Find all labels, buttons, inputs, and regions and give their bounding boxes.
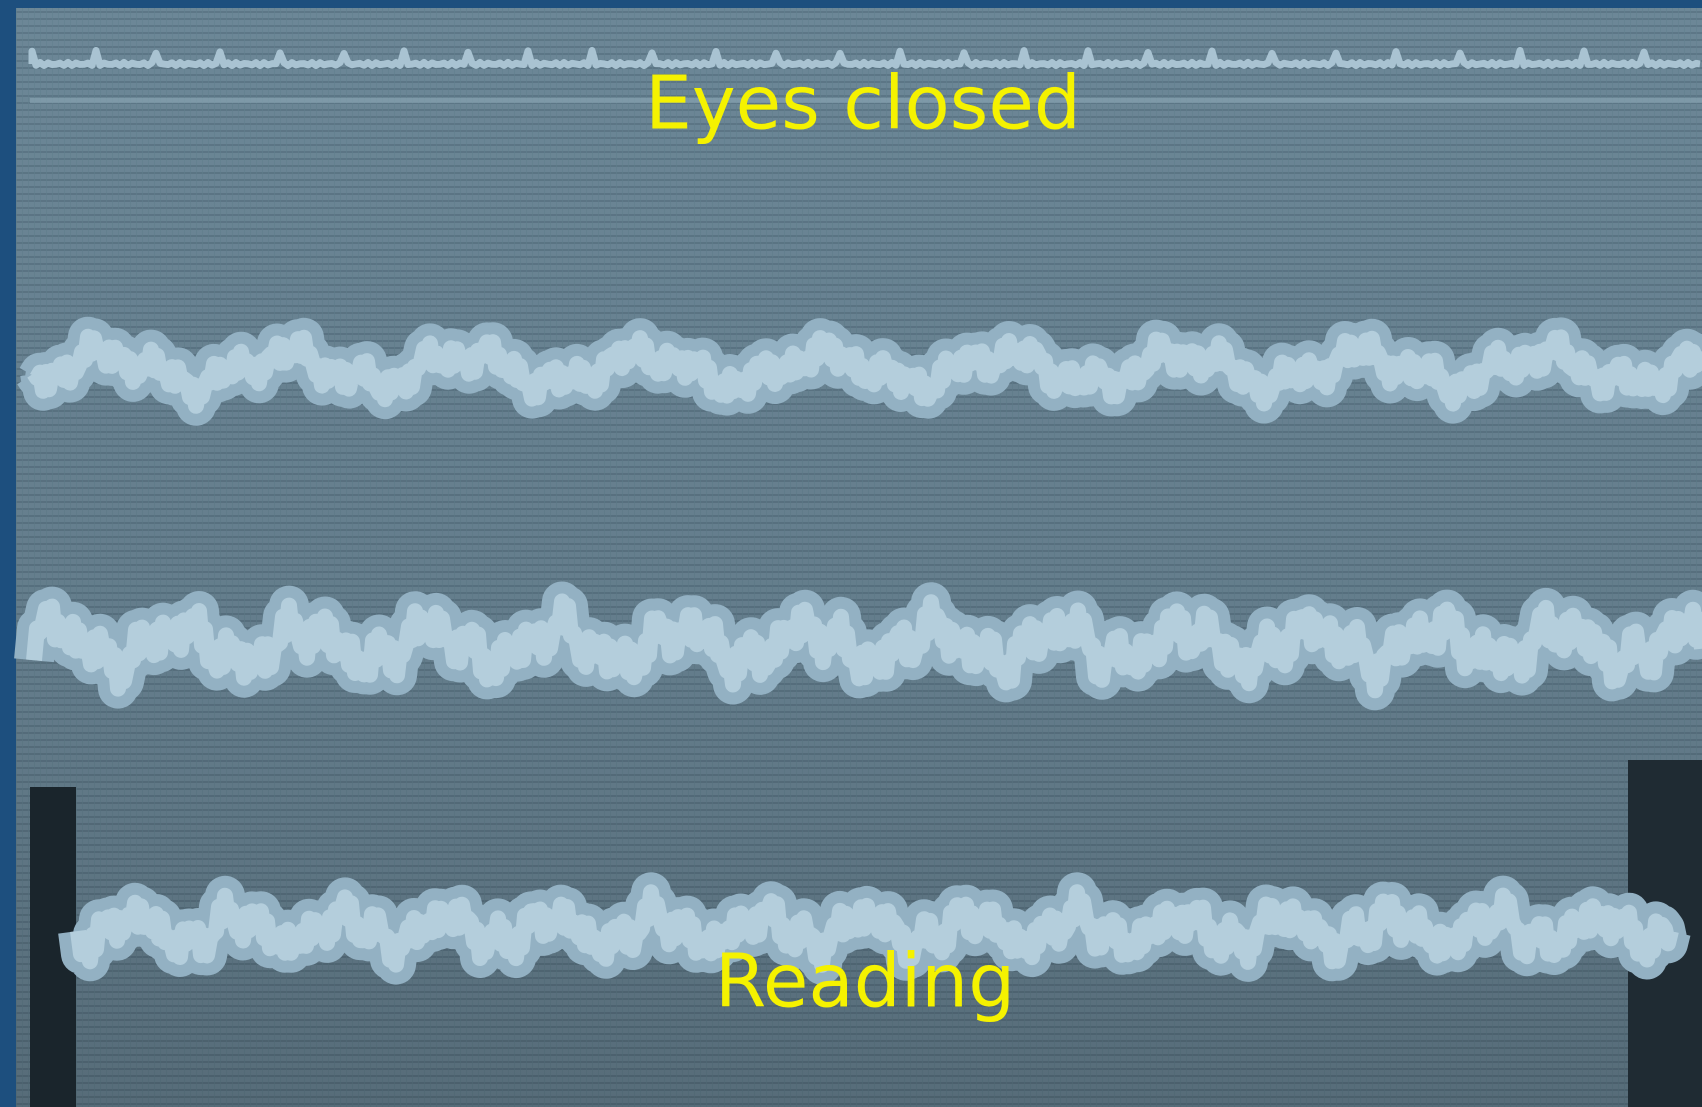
label-eyes-closed: Eyes closed	[645, 61, 1081, 147]
timing-trace	[28, 47, 1701, 69]
eeg-trace	[27, 328, 1702, 414]
eeg-trace	[26, 593, 1702, 699]
eeg-trace	[70, 884, 1679, 973]
label-reading: Reading	[715, 939, 1015, 1025]
traces	[14, 47, 1702, 985]
rule-line	[30, 98, 1702, 103]
